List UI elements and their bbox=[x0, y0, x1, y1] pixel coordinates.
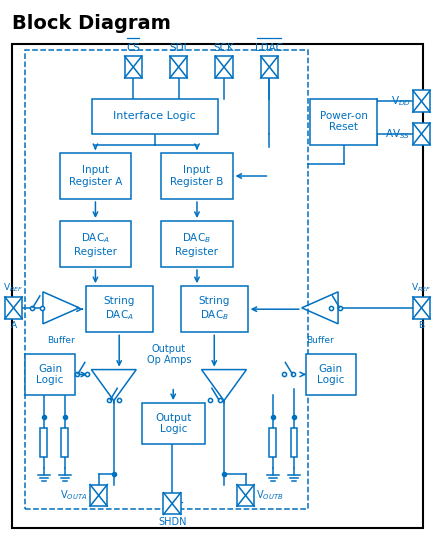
Bar bbox=[310, 99, 377, 145]
Text: V$_{OUTB}$: V$_{OUTB}$ bbox=[256, 488, 283, 502]
Bar bbox=[61, 428, 68, 457]
Text: Block Diagram: Block Diagram bbox=[12, 14, 171, 33]
Text: V$_{REF}$: V$_{REF}$ bbox=[3, 282, 23, 294]
Text: DAC$_A$
Register: DAC$_A$ Register bbox=[74, 231, 117, 257]
Bar bbox=[260, 56, 277, 78]
Bar bbox=[215, 56, 232, 78]
Text: Input
Register B: Input Register B bbox=[170, 165, 223, 187]
Text: CS: CS bbox=[126, 44, 140, 53]
Bar bbox=[59, 221, 131, 267]
Bar bbox=[237, 485, 253, 506]
Text: Input
Register A: Input Register A bbox=[69, 165, 122, 187]
Text: AV$_{SS}$: AV$_{SS}$ bbox=[385, 127, 410, 141]
Bar bbox=[12, 44, 422, 528]
Bar bbox=[269, 428, 276, 457]
Bar bbox=[161, 153, 232, 199]
Bar bbox=[141, 403, 204, 444]
Bar bbox=[85, 286, 152, 332]
Bar bbox=[25, 50, 308, 509]
Text: Buffer: Buffer bbox=[47, 336, 75, 345]
Bar bbox=[170, 56, 187, 78]
Text: String
DAC$_B$: String DAC$_B$ bbox=[198, 296, 230, 322]
Bar bbox=[412, 90, 429, 112]
Text: B: B bbox=[418, 322, 424, 330]
Text: DAC$_B$
Register: DAC$_B$ Register bbox=[175, 231, 218, 257]
Bar bbox=[163, 493, 181, 514]
Text: Output
Op Amps: Output Op Amps bbox=[146, 344, 191, 365]
Text: Output
Logic: Output Logic bbox=[155, 413, 191, 434]
Text: Gain
Logic: Gain Logic bbox=[36, 364, 64, 385]
Bar bbox=[412, 297, 429, 319]
Text: V$_{OUTA}$: V$_{OUTA}$ bbox=[60, 488, 88, 502]
Bar bbox=[92, 99, 217, 134]
Bar bbox=[59, 153, 131, 199]
Text: Buffer: Buffer bbox=[306, 336, 333, 345]
Text: A: A bbox=[10, 322, 16, 330]
Bar bbox=[90, 485, 107, 506]
Bar bbox=[181, 286, 247, 332]
Text: Interface Logic: Interface Logic bbox=[113, 111, 196, 121]
Text: SDI: SDI bbox=[169, 44, 187, 53]
Text: V$_{REF}$: V$_{REF}$ bbox=[411, 282, 431, 294]
Text: LDAC: LDAC bbox=[255, 44, 283, 53]
Text: Gain
Logic: Gain Logic bbox=[316, 364, 344, 385]
Bar bbox=[306, 354, 355, 395]
Text: SCK: SCK bbox=[213, 44, 234, 53]
Bar bbox=[124, 56, 141, 78]
Text: V$_{DD}$: V$_{DD}$ bbox=[390, 94, 410, 108]
Bar bbox=[412, 123, 429, 145]
Text: Power-on
Reset: Power-on Reset bbox=[319, 111, 367, 132]
Bar bbox=[40, 428, 47, 457]
Text: String
DAC$_A$: String DAC$_A$ bbox=[103, 296, 135, 322]
Bar bbox=[290, 428, 297, 457]
Bar bbox=[5, 297, 22, 319]
Text: SHDN: SHDN bbox=[158, 517, 186, 527]
Bar bbox=[25, 354, 75, 395]
Bar bbox=[161, 221, 232, 267]
